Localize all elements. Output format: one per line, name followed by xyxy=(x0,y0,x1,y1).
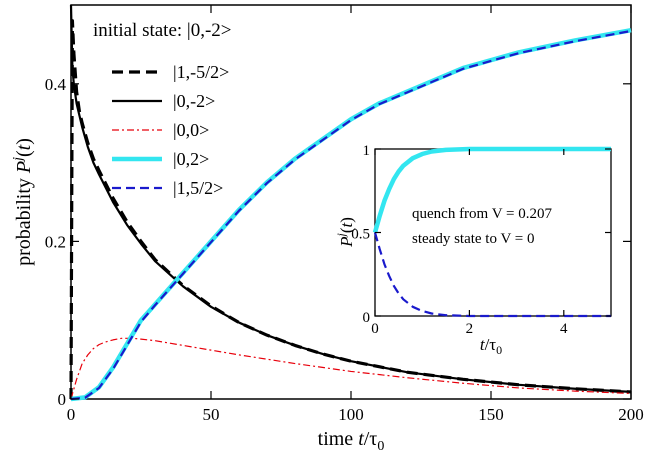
main-x-tick-label: 200 xyxy=(618,405,644,424)
inset-x-tick-label: 4 xyxy=(560,321,568,337)
y-axis-title: probability Pj(t) xyxy=(11,138,35,266)
inset-y-axis-title-arg: t xyxy=(337,222,356,228)
y-axis-title-arg: t xyxy=(13,144,35,150)
legend-label-3: |0,2> xyxy=(173,149,209,169)
x-axis-title-unit: /τ xyxy=(364,428,378,450)
main-series-line-4 xyxy=(70,29,632,401)
inset-annotation-line-1: quench from V = 0.207 xyxy=(412,206,552,222)
legend-label-0: |1,-5/2> xyxy=(173,62,229,82)
main-x-tick-label: 100 xyxy=(338,405,364,424)
inset-x-axis-title: t/τ0 xyxy=(480,335,502,357)
inset-y-tick-label: 0 xyxy=(363,310,371,326)
inset-y-axis-title-paren-close: ) xyxy=(337,217,356,223)
legend-label-4: |1,5/2> xyxy=(173,178,223,198)
main-x-tick-label: 50 xyxy=(203,405,220,424)
inset-series-group xyxy=(372,146,611,318)
inset-x-axis-title-subscript: 0 xyxy=(496,343,502,357)
inset-y-tick-label: 1 xyxy=(363,143,371,159)
main-y-tick-label: 0.2 xyxy=(45,232,66,251)
inset-x-tick-label: 2 xyxy=(466,321,474,337)
inset-x-axis-title-var: t xyxy=(480,335,486,354)
x-axis-title-var: t xyxy=(358,428,364,450)
inset-y-axis-title-var: P xyxy=(337,237,356,248)
inset-y-axis-title-superscript: j xyxy=(334,233,348,239)
main-y-tick-label: 0 xyxy=(58,390,67,409)
inset-background xyxy=(375,149,611,316)
inset-y-tick-label: 0.5 xyxy=(351,227,370,243)
legend: |1,-5/2> |0,-2> |0,0> |0,2> |1,5/2> xyxy=(112,62,229,198)
main-x-tick-label: 150 xyxy=(478,405,504,424)
inset-ticks-group: 0 2 4 0 0.5 1 xyxy=(351,143,611,337)
y-axis-title-var: P xyxy=(13,161,35,174)
main-series-line-2 xyxy=(70,337,632,400)
initial-state-annotation: initial state: |0,-2> xyxy=(93,20,232,41)
y-axis-title-paren-open: ( xyxy=(13,150,35,157)
x-axis-title-subscript: 0 xyxy=(377,439,384,453)
legend-label-1: |0,-2> xyxy=(173,91,215,111)
y-axis-title-superscript: j xyxy=(11,157,26,163)
main-series-group xyxy=(69,4,632,402)
inset-series-line-0 xyxy=(372,146,611,234)
main-y-tick-label: 0.4 xyxy=(45,75,67,94)
inset-series-line-1 xyxy=(373,232,611,318)
x-axis-title: time t/τ0 xyxy=(318,428,385,453)
inset-annotation-line-2: steady state to V = 0 xyxy=(412,231,534,247)
main-series-line-1 xyxy=(69,4,632,394)
x-axis-title-part: time xyxy=(318,428,359,450)
main-x-tick-label: 0 xyxy=(67,405,76,424)
y-axis-title-paren-close: ) xyxy=(13,138,35,145)
inset-x-axis-title-unit: /τ xyxy=(485,335,497,354)
inset-x-tick-label: 0 xyxy=(371,321,379,337)
legend-label-2: |0,0> xyxy=(173,120,209,140)
inset-y-axis-title: Pj(t) xyxy=(334,217,356,248)
y-axis-title-part: probability xyxy=(13,173,35,266)
inset-y-axis-title-paren-open: ( xyxy=(337,227,356,233)
